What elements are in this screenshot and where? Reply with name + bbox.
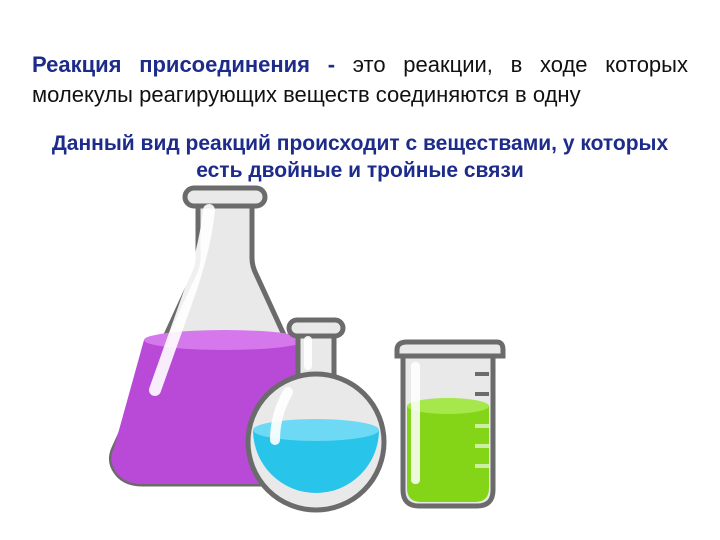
sub-note: Данный вид реакций происходит с вещества…: [32, 131, 688, 184]
sub-line-1: Данный вид реакций происходит с вещества…: [52, 132, 668, 155]
glassware-svg: [105, 180, 525, 520]
sub-line-2: есть двойные и тройные связи: [196, 159, 524, 182]
beaker-icon: [397, 342, 503, 506]
definition-term: Реакция присоединения -: [32, 52, 335, 77]
slide: Реакция присоединения - это реакции, в х…: [0, 0, 720, 540]
chemistry-glassware-icon: [105, 180, 525, 520]
definition-paragraph: Реакция присоединения - это реакции, в х…: [32, 50, 688, 109]
